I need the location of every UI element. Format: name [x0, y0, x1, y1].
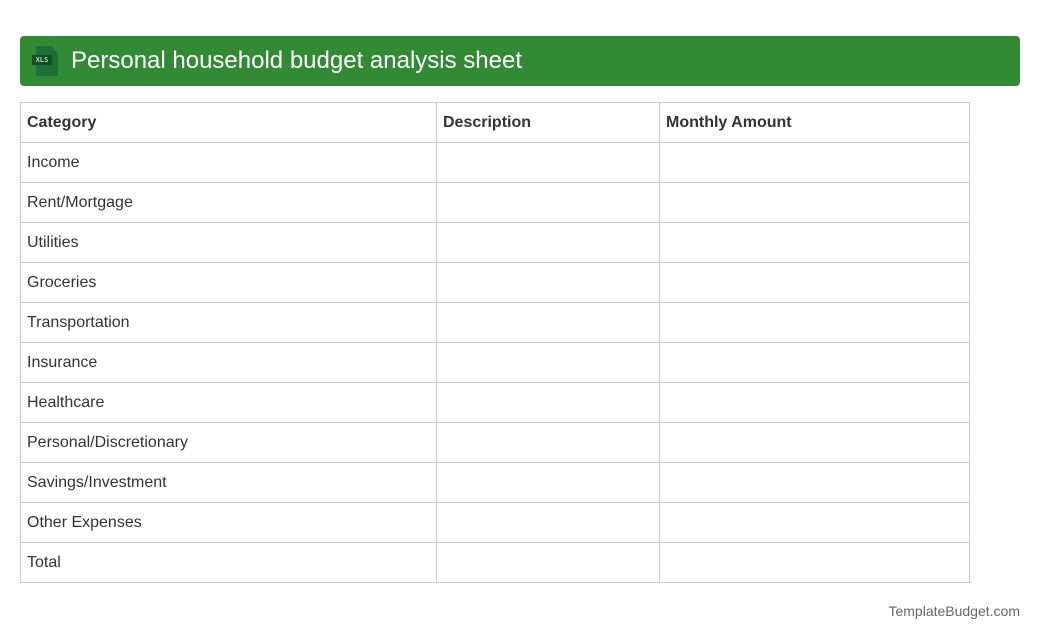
table-row: Savings/Investment	[20, 462, 970, 503]
table-row: Insurance	[20, 342, 970, 383]
page-title: Personal household budget analysis sheet	[71, 47, 522, 74]
monthly-amount-cell[interactable]	[659, 502, 970, 543]
description-cell[interactable]	[436, 342, 660, 383]
monthly-amount-cell[interactable]	[659, 382, 970, 423]
table-row: Income	[20, 142, 970, 183]
table-row: Total	[20, 542, 970, 583]
description-cell[interactable]	[436, 502, 660, 543]
column-header-category: Category	[20, 102, 437, 143]
table-row: Personal/Discretionary	[20, 422, 970, 463]
monthly-amount-cell[interactable]	[659, 342, 970, 383]
monthly-amount-cell[interactable]	[659, 462, 970, 503]
column-header-description: Description	[436, 102, 660, 143]
category-cell: Income	[20, 142, 437, 183]
category-cell: Personal/Discretionary	[20, 422, 437, 463]
description-cell[interactable]	[436, 462, 660, 503]
monthly-amount-cell[interactable]	[659, 542, 970, 583]
monthly-amount-cell[interactable]	[659, 422, 970, 463]
category-cell: Healthcare	[20, 382, 437, 423]
monthly-amount-cell[interactable]	[659, 222, 970, 263]
description-cell[interactable]	[436, 182, 660, 223]
description-cell[interactable]	[436, 382, 660, 423]
table-row: Groceries	[20, 262, 970, 303]
monthly-amount-cell[interactable]	[659, 142, 970, 183]
table-row: Rent/Mortgage	[20, 182, 970, 223]
budget-table: Category Description Monthly Amount Inco…	[20, 102, 970, 583]
footer-brand[interactable]: TemplateBudget.com	[888, 603, 1020, 619]
category-cell: Groceries	[20, 262, 437, 303]
description-cell[interactable]	[436, 222, 660, 263]
category-cell: Savings/Investment	[20, 462, 437, 503]
category-cell: Transportation	[20, 302, 437, 343]
monthly-amount-cell[interactable]	[659, 302, 970, 343]
xls-file-icon: XLS	[32, 46, 60, 76]
column-header-monthly-amount: Monthly Amount	[659, 102, 970, 143]
table-row: Utilities	[20, 222, 970, 263]
category-cell: Utilities	[20, 222, 437, 263]
description-cell[interactable]	[436, 422, 660, 463]
category-cell: Total	[20, 542, 437, 583]
category-cell: Insurance	[20, 342, 437, 383]
monthly-amount-cell[interactable]	[659, 262, 970, 303]
category-cell: Rent/Mortgage	[20, 182, 437, 223]
table-row: Transportation	[20, 302, 970, 343]
table-row: Healthcare	[20, 382, 970, 423]
category-cell: Other Expenses	[20, 502, 437, 543]
description-cell[interactable]	[436, 142, 660, 183]
description-cell[interactable]	[436, 262, 660, 303]
description-cell[interactable]	[436, 302, 660, 343]
table-row: Other Expenses	[20, 502, 970, 543]
monthly-amount-cell[interactable]	[659, 182, 970, 223]
title-banner: XLS Personal household budget analysis s…	[20, 36, 1020, 86]
description-cell[interactable]	[436, 542, 660, 583]
